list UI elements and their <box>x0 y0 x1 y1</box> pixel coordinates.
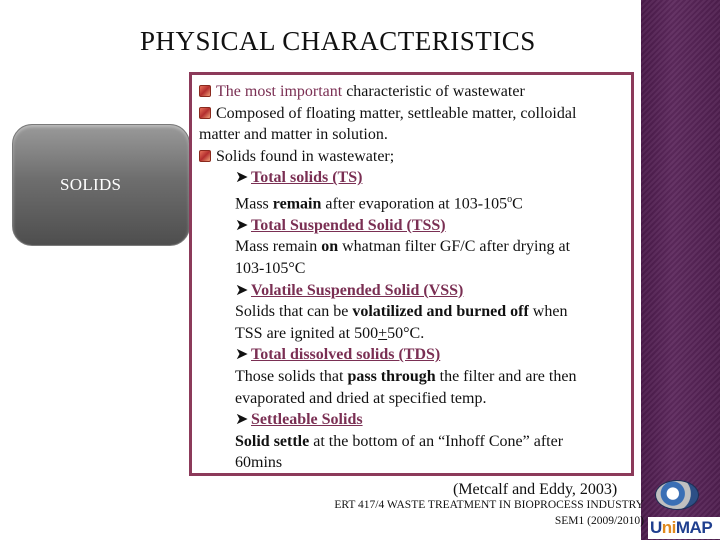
item-heading: ➤ Volatile Suspended Solid (VSS) <box>199 280 629 302</box>
bullet-icon <box>199 149 211 162</box>
item-heading: ➤ Total Suspended Solid (TSS) <box>199 215 629 237</box>
item-desc-cont: 103-105°C <box>235 260 306 278</box>
text-plusminus: + <box>378 324 388 342</box>
text: Those solids that <box>235 368 348 386</box>
text: Mass remain <box>235 238 322 256</box>
arrow-icon: ➤ <box>235 411 249 429</box>
bullet-icon <box>199 85 211 97</box>
item-desc-cont: TSS are ignited at 500+50°C. <box>199 323 629 345</box>
bullet-text: Composed of floating matter, settleable … <box>216 104 577 122</box>
logo-letter: U <box>650 518 662 537</box>
item-desc: Those solids that pass through the filte… <box>199 366 629 388</box>
text-bold: Solid settle <box>235 432 310 450</box>
bullet-icon <box>199 106 211 119</box>
text-bold: on <box>321 238 339 256</box>
item-heading: ➤ Settleable Solids <box>199 409 629 431</box>
text: Mass <box>235 195 273 213</box>
bullet-text: Solids found in wastewater; <box>216 147 395 165</box>
text-bold: volatilized and burned off <box>352 303 529 321</box>
arrow-icon: ➤ <box>235 169 249 187</box>
text: 50°C. <box>387 324 425 342</box>
item-heading-text: Total dissolved solids (TDS) <box>251 346 441 364</box>
arrow-icon: ➤ <box>235 281 249 299</box>
item-heading-text: Total solids (TS) <box>251 169 363 187</box>
text: whatman filter GF/C after drying at <box>338 238 571 256</box>
item-heading: ➤ Total solids (TS) <box>199 167 629 189</box>
logo-letter: MAP <box>675 518 713 537</box>
item-heading-text: Volatile Suspended Solid (VSS) <box>251 281 464 299</box>
footer-semester: SEM1 (2009/2010) <box>554 515 644 527</box>
solids-tab-shape <box>12 124 190 246</box>
unimap-logo: UniMAP <box>648 517 720 539</box>
text-bold: pass through <box>347 368 436 386</box>
item-desc: Solid settle at the bottom of an “Inhoff… <box>199 431 629 453</box>
slide-title: PHYSICAL CHARACTERISTICS <box>140 26 536 56</box>
content-frame <box>189 72 634 476</box>
item-heading-text: Settleable Solids <box>251 411 363 429</box>
item-desc: Solids that can be volatilized and burne… <box>199 301 629 323</box>
footer-course: ERT 417/4 WASTE TREATMENT IN BIOPROCESS … <box>334 499 644 511</box>
arrow-icon: ➤ <box>235 216 249 234</box>
text: the filter and are then <box>435 368 577 386</box>
item-desc: Mass remain on whatman filter GF/C after… <box>199 236 629 258</box>
bullet-composed: Composed of floating matter, settleable … <box>199 103 629 125</box>
text: after evaporation at 103-105 <box>321 195 508 213</box>
text: at the bottom of an “Inhoff Cone” after <box>309 432 564 450</box>
bullet-solids-found: Solids found in wastewater; <box>199 146 629 168</box>
item-desc: Mass remain after evaporation at 103-105… <box>199 189 629 215</box>
reference-citation: (Metcalf and Eddy, 2003) <box>453 481 618 498</box>
content-text: The most important characteristic of was… <box>199 81 629 474</box>
item-heading-text: Total Suspended Solid (TSS) <box>251 216 446 234</box>
text: Solids that can be <box>235 303 353 321</box>
bullet-important: The most important characteristic of was… <box>199 81 629 103</box>
logo-letter: ni <box>661 518 677 537</box>
arrow-icon: ➤ <box>235 346 249 364</box>
text-superscript: o <box>507 193 513 205</box>
item-heading: ➤ Total dissolved solids (TDS) <box>199 344 629 366</box>
bullet-text: The most important <box>216 83 347 100</box>
bullet-text: characteristic of wastewater <box>346 83 525 100</box>
footer: ERT 417/4 WASTE TREATMENT IN BIOPROCESS … <box>334 497 644 529</box>
text: when <box>528 303 568 321</box>
solids-tab-label: SOLIDS <box>60 175 122 194</box>
text-bold: remain <box>272 195 322 213</box>
university-logo-icon <box>655 480 699 510</box>
item-desc-cont: evaporated and dried at specified temp. <box>235 389 487 407</box>
text: TSS are ignited at 500 <box>235 324 379 342</box>
item-desc-cont: 60mins <box>235 454 283 472</box>
text: C <box>512 195 523 213</box>
bullet-composed-cont: matter and matter in solution. <box>199 126 388 144</box>
decorative-side-band <box>641 0 720 540</box>
